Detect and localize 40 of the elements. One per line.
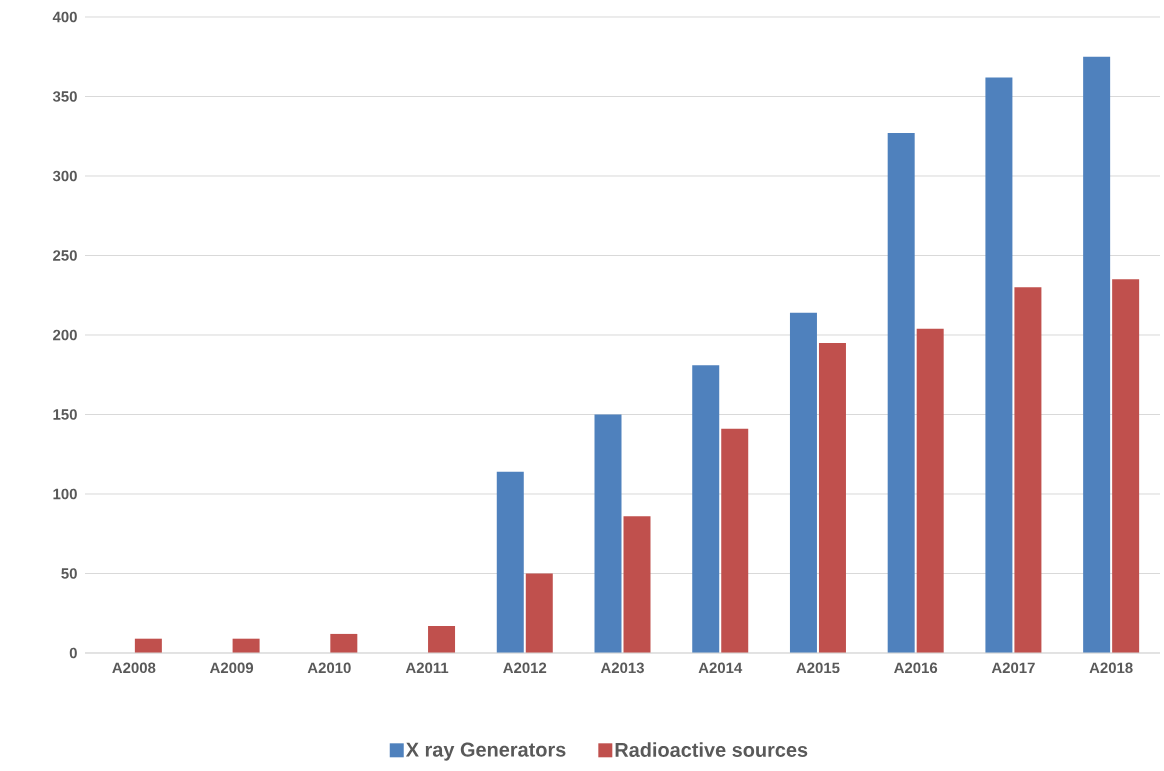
legend-label: X ray Generators <box>405 742 566 761</box>
x-tick-label: A2018 <box>1089 662 1133 674</box>
y-tick-label: 100 <box>53 488 77 500</box>
x-tick-label: A2008 <box>112 662 156 674</box>
bar <box>721 428 749 653</box>
x-tick-label: A2015 <box>796 662 840 674</box>
bar <box>692 365 720 653</box>
bar <box>789 312 817 653</box>
bar <box>818 342 846 653</box>
y-tick-label: 150 <box>53 409 77 420</box>
bar <box>887 133 915 653</box>
x-tick-label: A2009 <box>209 662 254 674</box>
bar <box>594 414 622 653</box>
bar <box>916 328 944 653</box>
legend-label: Radioactive sources <box>615 742 808 757</box>
x-tick-label: A2013 <box>600 662 644 674</box>
bar <box>330 633 358 653</box>
bar <box>623 516 651 653</box>
bar <box>525 573 553 653</box>
x-tick-label: A2011 <box>405 662 449 674</box>
y-tick-label: 50 <box>61 568 77 579</box>
bar <box>985 77 1013 653</box>
x-tick-label: A2016 <box>894 662 938 674</box>
bar <box>1112 279 1140 653</box>
x-tick-label: A2017 <box>991 662 1035 674</box>
bar <box>428 625 456 653</box>
bar <box>232 638 260 653</box>
bar <box>134 638 162 653</box>
bar <box>496 471 524 653</box>
y-tick-label: 0 <box>69 647 77 659</box>
y-tick-label: 300 <box>52 170 77 182</box>
y-tick-label: 250 <box>53 250 77 261</box>
y-tick-label: 350 <box>52 91 77 102</box>
bar <box>1083 56 1111 653</box>
bar <box>1014 287 1042 653</box>
y-tick-label: 200 <box>53 329 77 341</box>
x-tick-label: A2012 <box>503 662 547 674</box>
x-tick-label: A2010 <box>307 662 351 674</box>
y-tick-label: 400 <box>52 11 77 23</box>
x-tick-label: A2014 <box>698 662 743 674</box>
